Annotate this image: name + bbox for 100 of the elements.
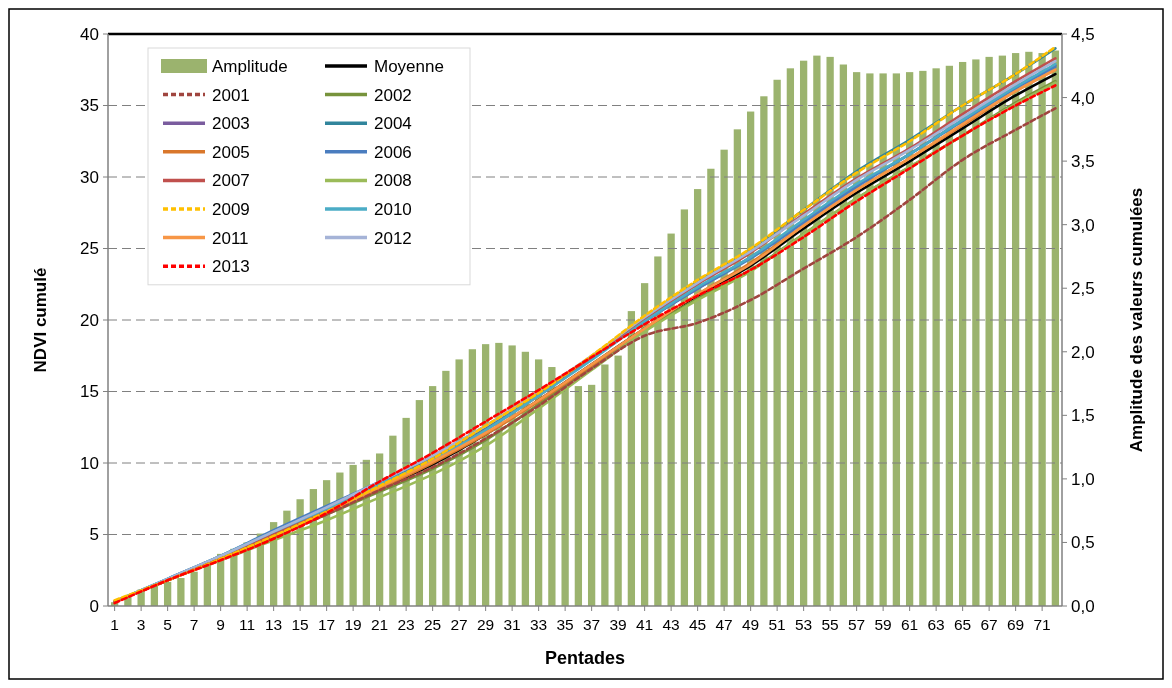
bar <box>733 129 742 606</box>
x-tick-label: 69 <box>1007 616 1025 633</box>
bar <box>574 386 583 606</box>
legend-label: 2001 <box>212 85 250 105</box>
bar <box>998 55 1007 606</box>
x-tick-label: 37 <box>583 616 601 633</box>
x-tick-label: 71 <box>1033 616 1051 633</box>
bar <box>495 342 503 606</box>
y-tick-label: 30 <box>80 167 99 187</box>
bar <box>932 68 940 606</box>
bar <box>667 233 675 606</box>
x-tick-label: 49 <box>742 616 760 633</box>
y-tick-label: 10 <box>80 453 99 473</box>
legend-label: 2004 <box>374 114 412 134</box>
bar <box>720 149 728 606</box>
bar <box>919 70 927 606</box>
y-tick-label: 0 <box>89 596 99 616</box>
x-tick-label: 21 <box>371 616 389 633</box>
bar <box>799 60 808 606</box>
x-tick-label: 59 <box>874 616 892 633</box>
y2-tick-label: 3,0 <box>1071 215 1095 235</box>
bar <box>190 571 198 606</box>
bar <box>958 61 967 606</box>
y-tick-label: 5 <box>89 525 99 545</box>
x-tick-label: 41 <box>636 616 654 633</box>
x-tick-label: 45 <box>689 616 707 633</box>
bar <box>1011 53 1020 606</box>
x-tick-label: 23 <box>397 616 415 633</box>
bar <box>985 56 993 606</box>
bar <box>1051 50 1060 606</box>
bar <box>693 189 702 606</box>
bar <box>177 578 185 606</box>
bar <box>1038 53 1046 606</box>
x-tick-label: 25 <box>424 616 442 633</box>
legend-label: Amplitude <box>212 56 288 76</box>
x-axis-title: Pentades <box>544 648 626 668</box>
bar <box>508 345 516 606</box>
bar <box>601 364 609 606</box>
y2-tick-label: 1,0 <box>1071 469 1095 489</box>
x-tick-label: 31 <box>503 616 521 633</box>
x-tick-label: 19 <box>344 616 362 633</box>
x-tick-label: 39 <box>609 616 627 633</box>
bar <box>945 65 954 606</box>
bar <box>707 168 715 606</box>
bar <box>879 73 887 606</box>
x-tick-label: 51 <box>768 616 786 633</box>
y2-tick-label: 2,5 <box>1071 279 1095 299</box>
bar <box>389 435 397 606</box>
y2-tick-label: 4,5 <box>1071 24 1095 44</box>
bar <box>614 355 622 606</box>
bar <box>786 68 795 606</box>
x-tick-label: 67 <box>980 616 998 633</box>
legend-label: Moyenne <box>374 56 444 76</box>
y-tick-label: 20 <box>80 310 99 330</box>
bar <box>163 581 172 606</box>
y2-tick-label: 0,0 <box>1071 596 1095 616</box>
legend-label: 2010 <box>374 199 412 219</box>
y2-tick-label: 1,5 <box>1071 406 1095 426</box>
x-tick-label: 43 <box>662 616 680 633</box>
legend-label: 2008 <box>374 171 412 191</box>
x-tick-label: 1 <box>110 616 119 633</box>
x-tick-label: 63 <box>927 616 945 633</box>
legend-label: 2009 <box>212 199 250 219</box>
legend-label: 2011 <box>212 228 249 248</box>
y-tick-label: 40 <box>80 24 99 44</box>
bar <box>905 72 914 606</box>
bar <box>746 111 755 606</box>
y-tick-label: 35 <box>80 96 99 116</box>
x-tick-label: 9 <box>216 616 225 633</box>
x-tick-label: 15 <box>291 616 309 633</box>
bar <box>561 386 569 606</box>
bar <box>760 96 768 606</box>
x-tick-label: 65 <box>954 616 972 633</box>
x-tick-label: 61 <box>901 616 919 633</box>
y2-tick-label: 0,5 <box>1071 533 1095 553</box>
y2-tick-label: 3,5 <box>1071 152 1095 172</box>
x-tick-label: 27 <box>450 616 468 633</box>
x-tick-label: 11 <box>239 616 256 633</box>
x-tick-label: 29 <box>477 616 495 633</box>
y-tick-label: 15 <box>80 382 99 402</box>
legend-label: 2006 <box>374 142 412 162</box>
bar <box>654 256 662 606</box>
y2-tick-label: 4,0 <box>1071 88 1095 108</box>
x-tick-label: 17 <box>318 616 336 633</box>
x-tick-label: 47 <box>715 616 733 633</box>
legend-label: 2003 <box>212 114 250 134</box>
x-tick-label: 53 <box>795 616 813 633</box>
bar <box>1025 51 1033 606</box>
x-tick-label: 7 <box>189 616 199 633</box>
x-tick-label: 57 <box>848 616 866 633</box>
legend-label: 2005 <box>212 142 250 162</box>
bar <box>813 55 821 606</box>
x-tick-label: 13 <box>265 616 283 633</box>
x-tick-label: 3 <box>136 616 146 633</box>
bar <box>826 56 834 606</box>
y-axis-title: NDVI cumulé <box>31 267 50 373</box>
x-tick-label: 33 <box>530 616 548 633</box>
bar <box>773 79 781 606</box>
bar <box>587 384 596 606</box>
x-tick-label: 55 <box>821 616 839 633</box>
